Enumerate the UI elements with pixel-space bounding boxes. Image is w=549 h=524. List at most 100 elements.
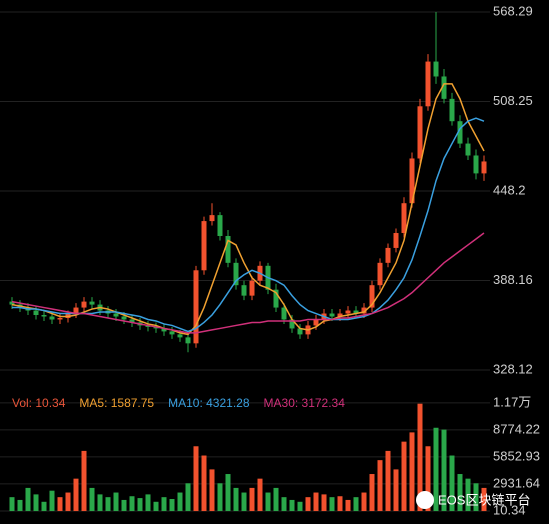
candle-body [113, 313, 119, 317]
volume-bar [185, 483, 191, 512]
candle-body [209, 215, 215, 222]
volume-bar [217, 483, 223, 512]
candle-body [369, 285, 375, 308]
candle-body [345, 310, 351, 314]
volume-bar [193, 446, 199, 512]
volume-bar [473, 483, 479, 512]
ma-line [11, 232, 485, 334]
volume-bar [345, 499, 351, 512]
legend-entry: MA30: 3172.34 [264, 396, 346, 410]
volume-bar [377, 460, 383, 512]
volume-bar [417, 403, 423, 512]
candle-body [329, 313, 335, 317]
candle-body [9, 301, 15, 305]
candle-body [249, 280, 255, 296]
candle-body [385, 247, 391, 263]
candle-body [465, 143, 471, 156]
volume-bar [353, 497, 359, 512]
candle-body [337, 313, 343, 317]
volume-bar [225, 474, 231, 512]
volume-bar [321, 494, 327, 512]
candle-body [457, 121, 463, 144]
watermark: EOS区块链平台 [438, 492, 530, 507]
candle-body [81, 301, 87, 308]
candle-body [201, 221, 207, 271]
volume-bar [369, 474, 375, 512]
volume-bar [25, 487, 31, 512]
volume-bar [145, 494, 151, 512]
volume-bar [57, 497, 63, 512]
ma-line [11, 83, 485, 336]
candle-body [177, 334, 183, 338]
volume-bar [97, 494, 103, 512]
watermark-icon [416, 491, 434, 509]
volume-bar [41, 501, 47, 512]
ma-line [12, 117, 485, 333]
volume-bar [121, 499, 127, 512]
volume-bar [449, 455, 455, 512]
volume-bar [337, 496, 343, 512]
volume-bar [113, 492, 119, 512]
volume-bar [105, 497, 111, 512]
candle-body [193, 270, 199, 344]
y-tick-label: 448.2 [493, 182, 526, 197]
candle-body [281, 307, 287, 320]
candle-body [233, 262, 239, 286]
candle-body [241, 285, 247, 296]
candle-body [425, 61, 431, 107]
candle-body [185, 337, 191, 344]
volume-bar [385, 450, 391, 512]
volume-bar [481, 487, 487, 512]
volume-bar [209, 469, 215, 512]
volume-bar [465, 478, 471, 512]
candle-body [361, 307, 367, 314]
candle-body [33, 310, 39, 316]
candle-body [481, 161, 487, 174]
candle-body [433, 61, 439, 77]
volume-bar [81, 450, 87, 512]
y-tick-label: 508.25 [493, 93, 533, 108]
candle-body [57, 317, 63, 320]
volume-bar [137, 498, 143, 512]
volume-bar [161, 497, 167, 512]
y-tick-label: 388.16 [493, 272, 533, 287]
legend-entry: MA10: 4321.28 [168, 396, 250, 410]
volume-bar [249, 487, 255, 512]
volume-bar [49, 490, 55, 512]
volume-bar [441, 429, 447, 512]
candle-body [401, 203, 407, 234]
candle-body [377, 262, 383, 286]
candle-body [273, 289, 279, 308]
volume-bar [305, 497, 311, 512]
volume-bar [17, 499, 23, 512]
candle-body [121, 316, 127, 320]
candle-body [73, 307, 79, 314]
volume-bar [129, 496, 135, 512]
candle-body [49, 316, 55, 320]
y-tick-label: 328.12 [493, 361, 533, 376]
candle-body [89, 301, 95, 305]
volume-bar [289, 499, 295, 512]
candle-body [313, 319, 319, 326]
volume-tick-label: 10.34 [493, 502, 526, 517]
volume-bar [177, 492, 183, 512]
candle-body [393, 233, 399, 248]
volume-bar [257, 478, 263, 512]
volume-bar [457, 474, 463, 512]
candle-body [217, 215, 223, 236]
candle-body [129, 319, 135, 323]
volume-bar [153, 501, 159, 512]
volume-bar [73, 478, 79, 512]
volume-bar [329, 497, 335, 512]
volume-tick-label: 2931.64 [493, 475, 540, 490]
candle-body [289, 319, 295, 329]
volume-bar [409, 432, 415, 512]
volume-bar [241, 492, 247, 512]
volume-bar [9, 497, 15, 512]
candle-body [161, 328, 167, 332]
candle-body [449, 98, 455, 122]
volume-bar [425, 446, 431, 512]
volume-tick-label: 5852.93 [493, 448, 540, 463]
volume-bar [393, 469, 399, 512]
